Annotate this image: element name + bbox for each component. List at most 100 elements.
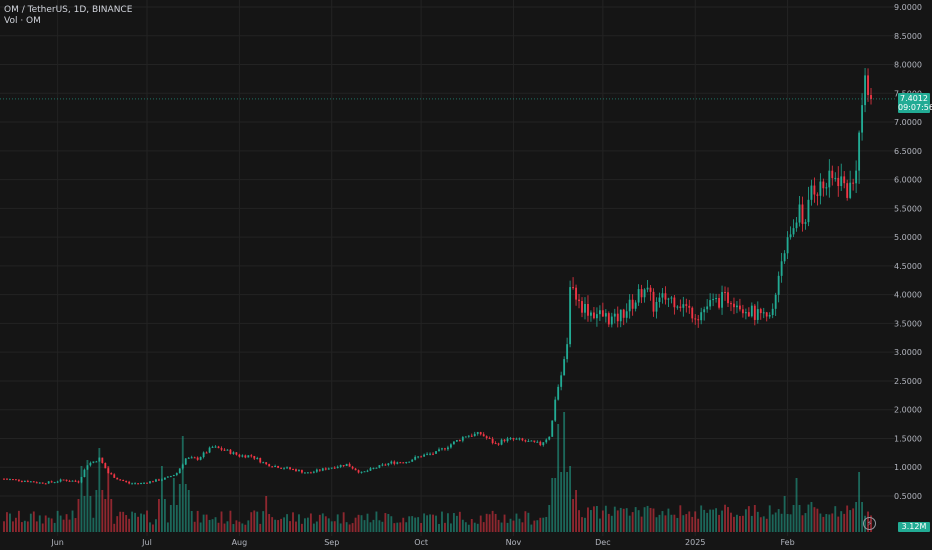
volume-bar (744, 509, 747, 532)
candle-body (646, 287, 649, 290)
x-tick-label: Sep (324, 538, 339, 547)
volume-bar (217, 522, 220, 532)
candle-body (432, 453, 434, 455)
time-axis[interactable]: Jun Jul Aug Sep Oct Nov Dec 2025 Feb (50, 538, 794, 547)
volume-bar (160, 466, 163, 532)
volume-bar (712, 509, 715, 532)
volume-bar (74, 518, 77, 532)
volume-bar (420, 523, 423, 532)
y-tick-label: 2.0000 (894, 406, 922, 415)
y-tick-label: 6.0000 (894, 176, 922, 185)
volume-bar (166, 522, 169, 532)
volume-bar (6, 512, 8, 532)
candle-body (178, 468, 181, 474)
volume-bar (131, 511, 134, 532)
symbol-title[interactable]: OM / TetherUS, 1D, BINANCE (4, 5, 133, 15)
volume-bar (80, 466, 83, 532)
volume-bar (634, 507, 637, 532)
candle-body (530, 440, 533, 442)
volume-bar (119, 511, 122, 532)
candle-body (217, 446, 220, 449)
candle-body (393, 461, 396, 464)
volume-bar (595, 505, 598, 532)
y-tick-label: 8.5000 (894, 32, 922, 41)
candle-body (146, 482, 148, 484)
volume-bar (98, 448, 101, 532)
candle-body (77, 481, 80, 483)
candle-body (578, 299, 580, 302)
volume-bar (9, 513, 11, 532)
candle-body (208, 447, 211, 453)
volume-bar (402, 517, 405, 532)
candle-body (253, 455, 256, 459)
volume-bar (396, 522, 399, 532)
candle-body (676, 306, 679, 308)
volume-bar (756, 511, 759, 532)
volume-bar (548, 505, 551, 532)
candle-body (324, 468, 327, 470)
candle-body (604, 313, 607, 317)
candle-body (169, 476, 172, 478)
volume-bar (92, 517, 95, 532)
volume-bar (280, 518, 283, 532)
candle-body (828, 170, 831, 188)
candle-body (747, 312, 750, 317)
last-price-value: 7.4012 (900, 94, 928, 103)
candle-body (101, 457, 104, 464)
y-tick-label: 3.0000 (894, 348, 922, 357)
volume-bar (205, 514, 208, 532)
volume-bar (467, 524, 470, 532)
price-axis[interactable]: 9.00008.50008.00007.50007.00006.50006.00… (894, 3, 922, 501)
volume-bar (423, 513, 426, 532)
candle-body (321, 468, 324, 471)
volume-bar (753, 505, 756, 532)
candle-body (631, 299, 634, 309)
candle-body (542, 442, 545, 446)
volume-bar (584, 517, 586, 532)
volume-bar (244, 524, 247, 532)
volume-bar (697, 518, 700, 532)
candle-body (786, 237, 789, 254)
bar-countdown: 09:07:56 (898, 103, 932, 112)
candle-body (187, 457, 190, 459)
candle-body (724, 292, 726, 294)
volume-bar (363, 520, 366, 532)
candle-body (625, 311, 628, 318)
volume-bar (506, 522, 509, 532)
lightning-icon[interactable]: ⚡ (863, 517, 876, 530)
candle-body (98, 457, 101, 462)
candle-body (128, 481, 131, 484)
candle-body (476, 432, 479, 434)
volume-bar (759, 517, 762, 532)
candle-body (795, 222, 798, 229)
candle-body (423, 454, 426, 457)
volume-bar (503, 514, 506, 532)
volume-bar (432, 514, 434, 532)
volume-bar (286, 514, 288, 532)
candle-body (515, 438, 518, 440)
volume-bar (750, 515, 753, 532)
volume-bar (241, 523, 244, 532)
volume-bar (384, 513, 387, 532)
volume-bar (178, 484, 181, 532)
volume-bar (441, 511, 443, 532)
candle-body (539, 441, 542, 446)
volume-bar (449, 523, 452, 532)
volume-bar (315, 521, 318, 532)
y-tick-label: 5.0000 (894, 233, 922, 242)
volume-bar (155, 519, 157, 532)
candle-body (759, 309, 762, 314)
candle-body (736, 305, 738, 308)
y-tick-label: 8.0000 (894, 61, 922, 70)
candle-body (575, 287, 577, 300)
candle-body (774, 294, 777, 309)
volume-bar (613, 506, 616, 532)
candle-body (143, 482, 145, 484)
candle-body (867, 75, 869, 96)
candle-body (587, 303, 589, 316)
volume-bar (557, 424, 560, 532)
volume-bar (378, 520, 381, 532)
candle-body (616, 313, 619, 322)
candle-body (536, 441, 539, 443)
